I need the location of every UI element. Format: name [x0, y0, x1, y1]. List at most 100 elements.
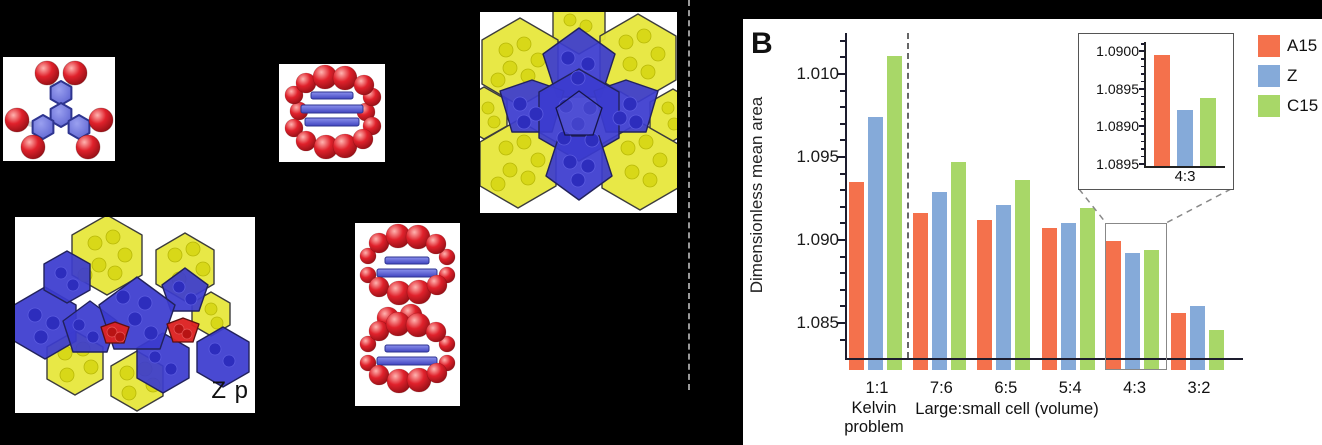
bar-A15-5:4 [1041, 228, 1057, 370]
y-minor-tick [840, 288, 846, 291]
y-minor-tick [840, 89, 846, 92]
bar-C15-4:3 [1144, 250, 1160, 370]
molecule-drawing [4, 60, 114, 160]
panel-divider [688, 0, 690, 390]
small-cluster-drawing [284, 64, 382, 160]
inset-major-tick [1139, 87, 1145, 90]
x-axis-line [845, 358, 1243, 360]
kelvin-note: Kelvin problem [829, 399, 919, 437]
x-tick-label-1:1: 1:1 [865, 379, 889, 397]
x-tick-label-3:2: 3:2 [1187, 379, 1211, 397]
inset-bar-Z [1177, 110, 1193, 166]
inset-y-tick-label: 1.0890 [1096, 118, 1139, 134]
bar-C15-1:1 [886, 55, 902, 370]
bar-Z-5:4 [1060, 223, 1076, 370]
y-major-tick [837, 239, 846, 241]
panel-b-label: B [751, 27, 773, 60]
y-major-tick [837, 322, 846, 324]
inset-major-tick [1139, 50, 1145, 53]
bar-C15-5:4 [1079, 208, 1095, 370]
bar-C15-7:6 [950, 161, 966, 370]
inset-minor-tick [1141, 118, 1145, 120]
kelvin-note-line1: Kelvin [851, 399, 897, 417]
bar-Z-3:2 [1189, 306, 1205, 370]
molecule-image [3, 57, 115, 161]
a15-structure-drawing [480, 12, 677, 211]
legend-label-A15: A15 [1287, 36, 1318, 55]
y-minor-tick [840, 172, 846, 175]
double-cluster-image [355, 223, 460, 406]
x-tick-label-4:3: 4:3 [1123, 379, 1147, 397]
legend-swatch-Z [1258, 65, 1280, 87]
kelvin-separator-dashed-line [907, 33, 909, 358]
legend-label-C15: C15 [1287, 96, 1319, 115]
bar-A15-7:6 [912, 213, 928, 370]
z-structure-image: Z p [15, 217, 255, 413]
inset-y-tick-label: 1.0895 [1096, 80, 1139, 97]
y-major-tick [837, 73, 846, 75]
bar-Z-7:6 [931, 191, 947, 370]
inset-minor-tick [1141, 133, 1145, 135]
y-minor-tick [840, 272, 846, 275]
x-axis-title: Large:small cell (volume) [915, 400, 1099, 418]
inset-minor-tick [1141, 155, 1145, 157]
y-minor-tick [840, 255, 846, 258]
inset-y-tick-label: 1.0900 [1096, 43, 1139, 59]
inset-y-axis-line [1144, 42, 1146, 167]
small-cluster-image [279, 64, 385, 162]
bar-Z-1:1 [867, 117, 883, 370]
legend-row-C15: C15 [1258, 95, 1318, 117]
inset-minor-tick [1141, 43, 1145, 45]
y-major-tick [837, 156, 846, 158]
y-tick-label: 1.095 [796, 147, 839, 166]
z-structure-drawing [15, 217, 250, 412]
y-tick-label: 1.085 [796, 313, 839, 332]
bar-Z-6:5 [996, 205, 1012, 370]
y-minor-tick [840, 338, 846, 341]
bar-A15-1:1 [848, 181, 864, 370]
zoom-highlight-box [1105, 223, 1167, 370]
y-minor-tick [840, 39, 846, 42]
inset-minor-tick [1141, 65, 1145, 67]
inset-minor-tick [1141, 110, 1145, 112]
y-axis-line [845, 33, 847, 360]
y-axis-title: Dimensionless mean area [747, 96, 766, 294]
z-structure-label: Z p [211, 377, 249, 404]
bar-C15-3:2 [1208, 329, 1224, 370]
legend-row-A15: A15 [1258, 35, 1318, 57]
inset-minor-tick [1141, 148, 1145, 150]
y-minor-tick [840, 122, 846, 125]
x-tick-label-6:5: 6:5 [994, 379, 1018, 397]
x-tick-label-5:4: 5:4 [1058, 379, 1082, 397]
inset-bar-A15 [1154, 54, 1170, 166]
inset-chart: 1.0900 1.0895 1.0890 1.0895 4:3 [1078, 33, 1234, 190]
chart-legend: A15 Z C15 [1258, 35, 1318, 125]
y-minor-tick [840, 222, 846, 225]
inset-major-tick [1139, 162, 1145, 165]
inset-minor-tick [1141, 140, 1145, 142]
inset-minor-tick [1141, 103, 1145, 105]
bar-Z-4:3 [1125, 253, 1141, 370]
inset-x-axis-line [1144, 166, 1225, 168]
x-tick-label-7:6: 7:6 [929, 379, 953, 397]
y-minor-tick [840, 205, 846, 208]
legend-swatch-C15 [1258, 95, 1280, 117]
inset-minor-tick [1141, 73, 1145, 75]
legend-row-Z: Z [1258, 65, 1318, 87]
inset-category-label: 4:3 [1174, 168, 1196, 185]
a15-structure-image [480, 12, 677, 213]
y-minor-tick [840, 139, 846, 142]
y-tick-label: 1.090 [796, 230, 839, 249]
kelvin-note-line2: problem [844, 418, 904, 436]
inset-minor-tick [1141, 80, 1145, 82]
y-minor-tick [840, 56, 846, 59]
y-minor-tick [840, 106, 846, 109]
legend-label-Z: Z [1287, 66, 1298, 85]
y-minor-tick [840, 189, 846, 192]
inset-minor-tick [1141, 95, 1145, 97]
inset-major-tick [1139, 125, 1145, 128]
bar-A15-6:5 [977, 220, 993, 370]
inset-bar-C15 [1200, 98, 1216, 166]
y-minor-tick [840, 305, 846, 308]
